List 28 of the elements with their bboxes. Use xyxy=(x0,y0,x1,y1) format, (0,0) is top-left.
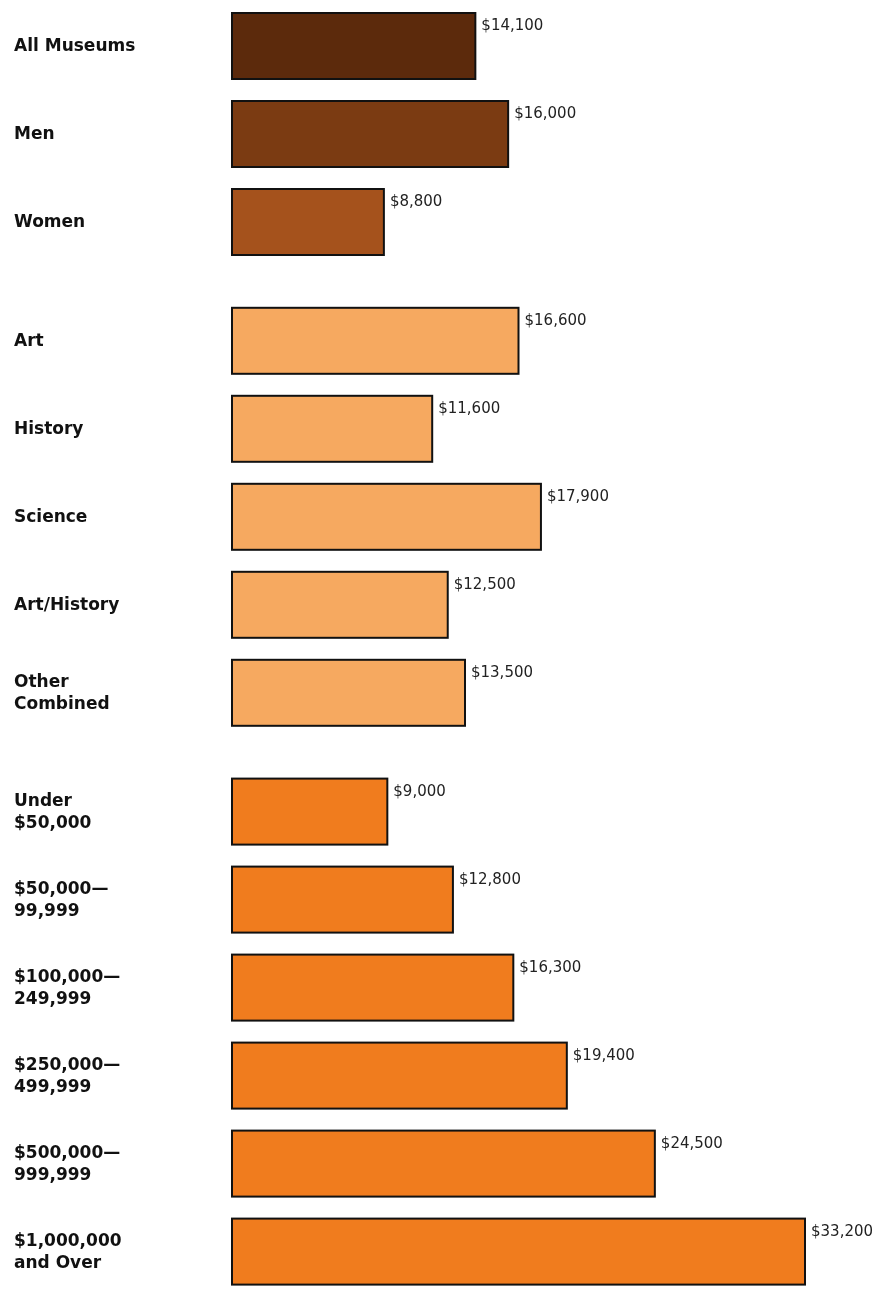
data-label: $11,600 xyxy=(438,399,501,417)
data-label: $12,800 xyxy=(458,869,521,888)
data-label: $12,500 xyxy=(453,575,516,593)
y-tick-label: $1,000,000 and Over xyxy=(14,1229,122,1272)
data-label: $14,100 xyxy=(481,16,544,35)
data-label: $33,200 xyxy=(811,1221,874,1240)
y-tick-label: Art/History xyxy=(14,593,120,614)
y-tick-label: $100,000—249,999 xyxy=(14,965,121,1008)
y-tick-label: Under $50,000 xyxy=(14,789,92,832)
y-tick-label: Art xyxy=(14,329,44,350)
y-tick-label: $500,000—999,999 xyxy=(14,1141,121,1184)
data-label: $8,800 xyxy=(389,192,443,211)
y-tick-label: Women xyxy=(14,211,86,231)
y-tick-label: Science xyxy=(14,505,88,526)
data-label: $16,600 xyxy=(524,311,587,329)
y-tick-label: Men xyxy=(14,123,55,143)
data-label: $19,400 xyxy=(572,1045,635,1064)
data-label: $13,500 xyxy=(471,663,534,681)
y-tick-label: All Museums xyxy=(14,35,136,55)
data-label: $9,000 xyxy=(393,781,446,800)
data-label: $16,000 xyxy=(514,104,577,123)
y-tick-label: $50,000—99,999 xyxy=(14,877,109,920)
data-label: $24,500 xyxy=(660,1133,723,1152)
data-label: $17,900 xyxy=(546,487,609,505)
y-tick-label: History xyxy=(14,417,84,438)
data-label: $16,300 xyxy=(519,957,582,976)
y-tick-label: Other Combined xyxy=(14,670,110,713)
y-tick-label: $250,000—499,999 xyxy=(14,1053,121,1096)
